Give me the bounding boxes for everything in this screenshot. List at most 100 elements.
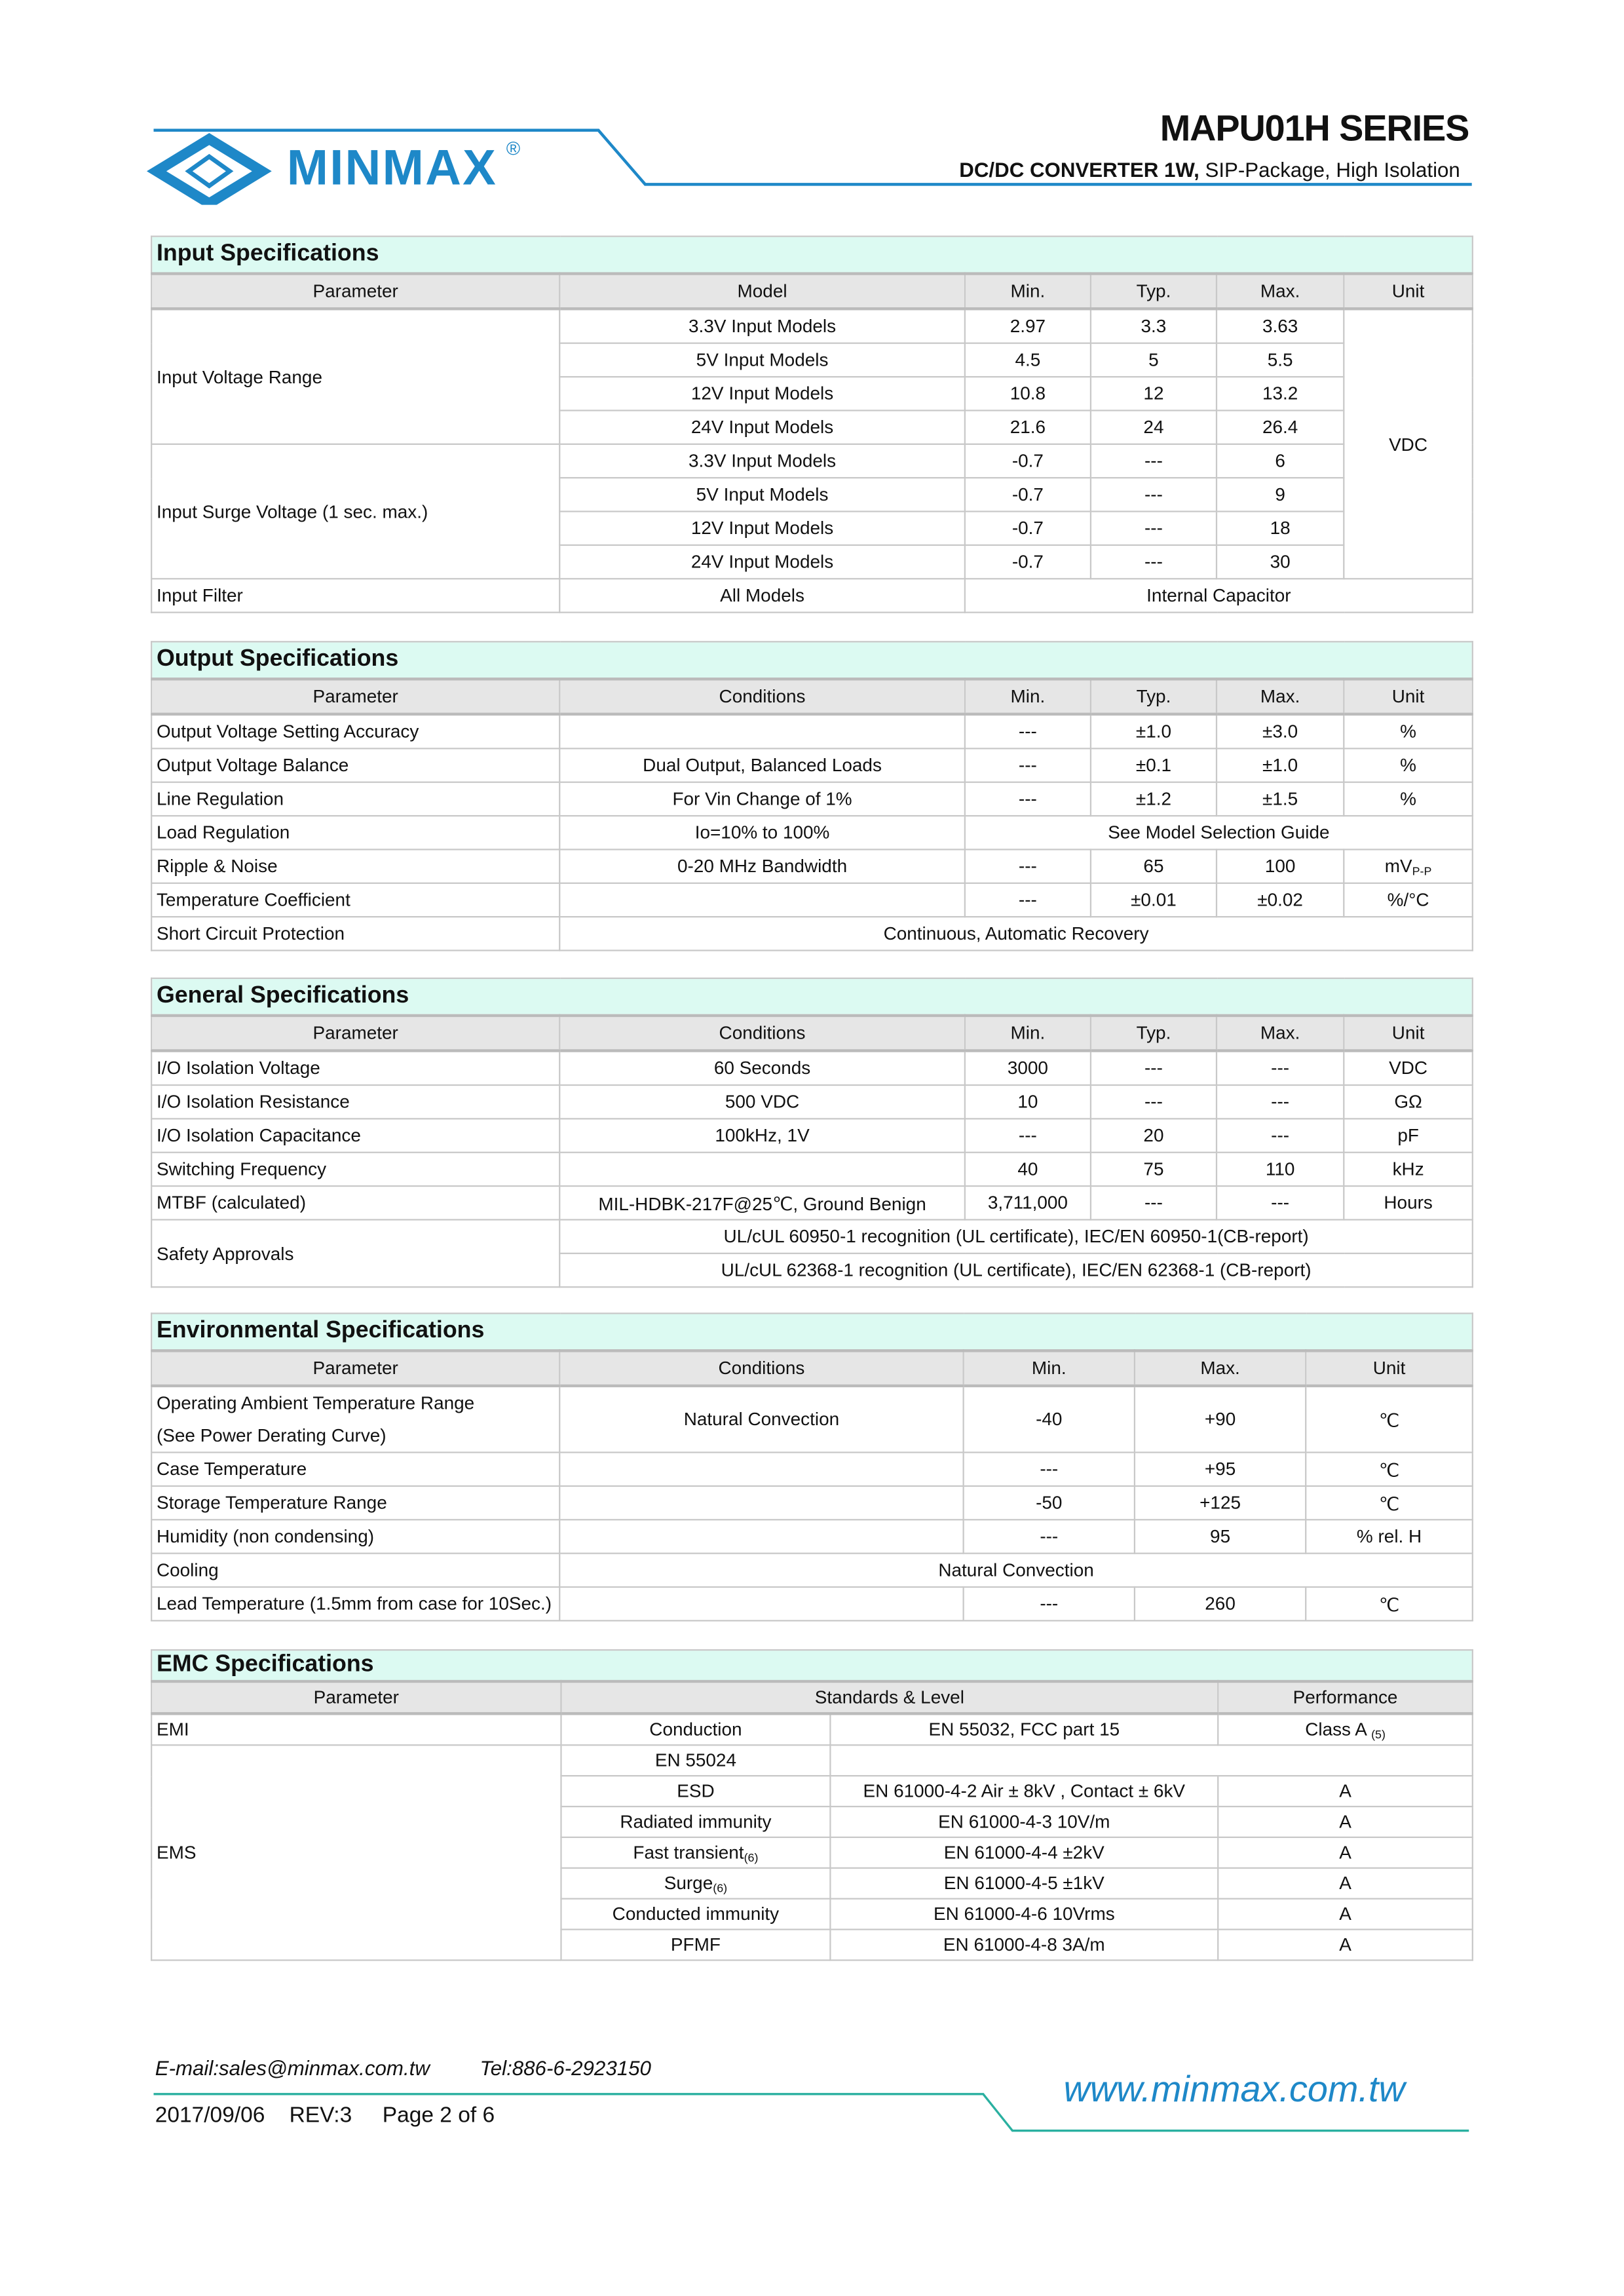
table-cell: -50 <box>962 1485 1136 1521</box>
table-cell: Line Regulation <box>151 781 561 817</box>
table-cell <box>559 1519 964 1554</box>
table-cell: 21.6 <box>964 410 1092 445</box>
header-row: Parameter Conditions Min. Typ. Max. Unit <box>151 1014 1474 1052</box>
section-title: EMC Specifications <box>151 1649 1474 1683</box>
section-title: General Specifications <box>151 977 1474 1018</box>
table-row: Fast transient(6) EN 61000-4-4 ±2kV A <box>151 1836 1474 1869</box>
header-row: Parameter Conditions Min. Typ. Max. Unit <box>151 678 1474 716</box>
table-cell: ±1.0 <box>1089 713 1218 750</box>
table-cell: 3.3V Input Models <box>559 308 966 344</box>
table-cell: See Model Selection Guide <box>964 814 1474 851</box>
table-cell: --- <box>1089 1050 1218 1086</box>
table-cell: Cooling <box>151 1552 561 1588</box>
column-header: Parameter <box>151 273 561 311</box>
table-cell: ±0.01 <box>1089 882 1218 918</box>
table-cell: Fast transient(6) <box>560 1836 831 1869</box>
table-cell: Switching Frequency <box>151 1151 561 1187</box>
table-cell: % rel. H <box>1305 1519 1474 1554</box>
table-cell: --- <box>1215 1118 1345 1153</box>
table-row: 5V Input Models -0.7 --- 9 <box>151 477 1473 512</box>
table-cell: GΩ <box>1343 1084 1474 1120</box>
table-cell: 24V Input Models <box>559 410 966 445</box>
table-row: Short Circuit Protection Continuous, Auto… <box>151 916 1474 951</box>
table-row: ESD EN 61000-4-2 Air ± 8kV , Contact ± 6k… <box>151 1774 1474 1808</box>
table-cell: --- <box>962 1451 1136 1487</box>
parameter-label: Input Surge Voltage (1 sec. max.) <box>151 443 561 580</box>
table-cell: --- <box>962 1519 1136 1554</box>
table-cell: --- <box>1215 1185 1345 1221</box>
table-cell: 10 <box>964 1084 1092 1120</box>
column-header: Conditions <box>559 1014 966 1052</box>
table-cell: --- <box>964 781 1092 817</box>
table-cell: Conduction <box>560 1713 831 1746</box>
footer-tel: Tel:886-6-2923150 <box>480 2056 651 2080</box>
table-cell: % <box>1343 781 1474 817</box>
table-row: 5V Input Models 4.5 5 5.5 <box>151 342 1473 378</box>
table-cell: Temperature Coefficient <box>151 882 561 918</box>
section-title: EMC Specifications <box>151 1649 1474 1683</box>
table-cell: 500 VDC <box>559 1084 966 1120</box>
table-cell: Humidity (non condensing) <box>151 1519 561 1554</box>
table-cell: 24V Input Models <box>559 544 966 580</box>
table-cell: 3000 <box>964 1050 1092 1086</box>
unit-cell: mVP-P <box>1343 849 1474 884</box>
table-cell: 60 Seconds <box>559 1050 966 1086</box>
table-cell: 4.5 <box>964 342 1092 378</box>
table-row: EMI Conduction EN 55032, FCC part 15 Class … <box>151 1713 1474 1746</box>
table-cell: I/O Isolation Capacitance <box>151 1118 561 1153</box>
table-cell: --- <box>964 882 1092 918</box>
table-cell: 3.3 <box>1089 308 1218 344</box>
subtitle-bold: DC/DC CONVERTER 1W, <box>959 158 1199 182</box>
table-cell: ±1.5 <box>1215 781 1345 817</box>
brand-logo: MINMAX <box>286 140 498 197</box>
table-cell: MIL-HDBK-217F@25℃, Ground Benign <box>559 1185 966 1221</box>
table-cell: 110 <box>1215 1151 1345 1187</box>
column-header: Max. <box>1133 1350 1307 1388</box>
table-row: Output Voltage Balance Dual Output, Balan… <box>151 748 1474 783</box>
table-cell: 0-20 MHz Bandwidth <box>559 849 966 884</box>
table-row: 24V Input Models 21.6 24 26.4 <box>151 410 1473 445</box>
table-cell: 12 <box>1089 375 1218 411</box>
registered-mark: ® <box>506 137 521 160</box>
section-title: Output Specifications <box>151 641 1474 681</box>
parameter-label: Input Voltage Range <box>151 308 561 445</box>
table-row: UL/cUL 62368-1 recognition (UL certifica… <box>151 1252 1474 1288</box>
table-row: Temperature Coefficient --- ±0.01 ±0.02 %/°C <box>151 882 1474 918</box>
table-cell: EN 61000-4-6 10Vrms <box>829 1898 1219 1930</box>
table-cell: +90 <box>1133 1385 1307 1453</box>
parameter-note: (See Power Derating Curve) <box>156 1425 387 1446</box>
table-cell: ℃ <box>1305 1485 1474 1521</box>
table-row: Input Voltage Range 3.3V Input Models 2.97… <box>151 308 1473 580</box>
table-cell <box>559 1151 966 1187</box>
table-cell: Standards & Level <box>560 1680 1219 1715</box>
table-cell: Load Regulation <box>151 814 561 851</box>
table-cell: --- <box>964 748 1092 783</box>
table-cell: 5.5 <box>1215 342 1345 378</box>
table-cell: ±1.0 <box>1215 748 1345 783</box>
footer-website[interactable]: www.minmax.com.tw <box>1063 2069 1405 2111</box>
subtitle-rest: SIP-Package, High Isolation <box>1199 158 1460 182</box>
table-cell: --- <box>1089 1185 1218 1221</box>
table-cell: Natural Convection <box>559 1385 964 1453</box>
footnote-ref: (6) <box>713 1881 728 1895</box>
table-cell: Natural Convection <box>559 1552 1474 1588</box>
table-cell: --- <box>964 849 1092 884</box>
table-cell: kHz <box>1343 1151 1474 1187</box>
section-title: Input Specifications <box>151 235 1473 275</box>
footer-email[interactable]: E-mail:sales@minmax.com.tw <box>155 2056 430 2080</box>
table-row: I/O Isolation Resistance 500 VDC 10 --- --- G… <box>151 1084 1474 1120</box>
table-cell: ℃ <box>1305 1451 1474 1487</box>
table-row: Load Regulation Io=10% to 100% See Model S… <box>151 814 1474 851</box>
table-cell: -0.7 <box>964 477 1092 512</box>
table-cell: PFMF <box>560 1928 831 1961</box>
unit-cell: VDC <box>1343 308 1473 580</box>
column-header: Unit <box>1343 273 1473 311</box>
table-cell <box>559 1451 964 1487</box>
table-cell: A <box>1217 1867 1474 1900</box>
table-cell: 65 <box>1089 849 1218 884</box>
test-type: Fast transient <box>633 1841 744 1862</box>
table-cell <box>559 1586 964 1622</box>
section-title: Output Specifications <box>151 641 1474 681</box>
table-cell: Output Voltage Setting Accuracy <box>151 713 561 750</box>
emc-specifications-table: EMC Specifications Parameter Standards & L… <box>151 1649 1474 1961</box>
